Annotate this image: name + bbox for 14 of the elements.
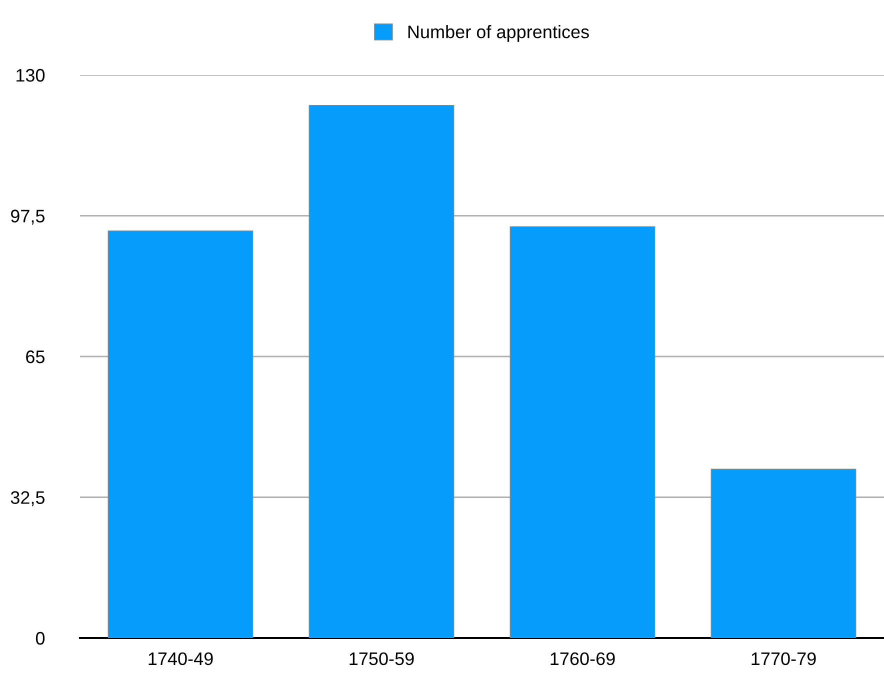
legend-label: Number of apprentices [408, 25, 589, 42]
bar [710, 468, 856, 638]
x-tick-label: 1740-49 [148, 652, 213, 666]
bar [308, 104, 454, 638]
y-tick-label: 130 [16, 68, 45, 82]
x-tick-label: 1760-69 [550, 652, 615, 666]
x-tick-label: 1750-59 [350, 652, 414, 666]
x-tick-label: 1770-79 [752, 652, 816, 666]
y-tick-label: 0 [36, 632, 45, 645]
y-tick-label: 32,5 [10, 491, 45, 506]
y-tick-label: 97,5 [10, 210, 45, 225]
y-tick-label: 65 [26, 350, 45, 364]
bar [510, 226, 656, 638]
bar [108, 230, 254, 638]
